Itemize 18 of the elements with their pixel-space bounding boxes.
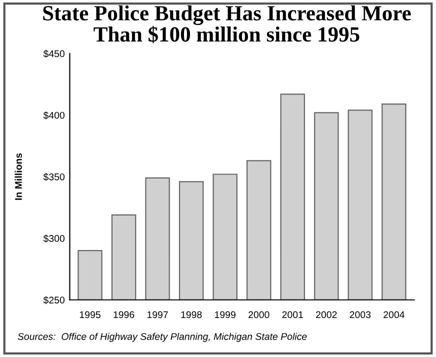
x-tick-label: 2000 [248,311,270,318]
y-tick-label: $450 [43,50,65,58]
x-tick-label: 1996 [114,311,134,318]
x-tick-label: 2002 [316,311,337,318]
source-note: Sources: Office of Highway Safety Planning, Michigan State Police [18,332,307,342]
y-tick-label: $350 [43,173,65,181]
x-tick-label: 2004 [384,311,404,318]
y-tick-label: $400 [43,111,65,120]
chart-title: State Police Budget Has Increased More Than $100 million since 1995 [43,5,411,44]
x-tick-label: 1999 [215,311,236,318]
y-tick-label: $300 [43,234,65,242]
x-tick-label: 1998 [181,311,202,318]
y-axis-title: In Millions [14,153,22,200]
x-tick-label: 2001 [282,311,303,318]
x-tick-label: 1997 [147,311,168,318]
y-tick-label: $250 [43,296,65,304]
x-tick-label: 1995 [80,311,100,318]
x-tick-label: 2003 [350,311,371,318]
